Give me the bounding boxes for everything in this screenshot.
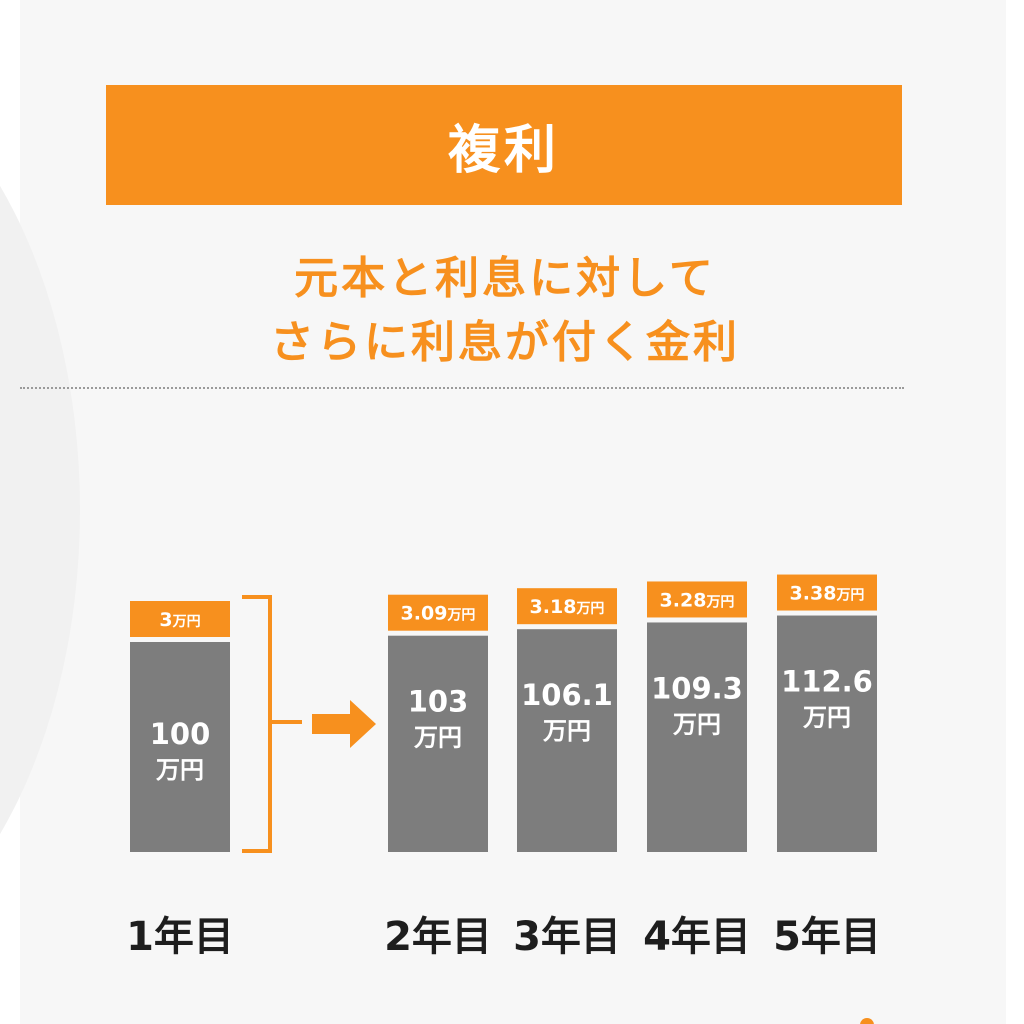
interest-box <box>777 574 877 611</box>
principal-unit-label: 万円 <box>414 724 462 752</box>
interest-box <box>130 601 230 637</box>
bracket-icon <box>242 595 302 853</box>
principal-unit-label: 万円 <box>543 717 591 745</box>
year-label: 5年目 <box>773 914 881 960</box>
interest-label: 3.28万円 <box>660 589 735 611</box>
principal-value-label: 112.6 <box>781 665 873 699</box>
year-label: 4年目 <box>643 914 751 960</box>
principal-unit-label: 万円 <box>673 710 721 738</box>
corner-decoration <box>860 1018 874 1024</box>
year-label: 3年目 <box>513 914 621 960</box>
principal-bar <box>647 622 747 852</box>
year-label: 1年目 <box>126 914 234 960</box>
principal-value-label: 103 <box>408 685 469 719</box>
subtitle-line-1: 元本と利息に対して <box>294 253 716 304</box>
interest-box <box>647 581 747 618</box>
principal-bar <box>388 635 488 852</box>
principal-value-label: 109.3 <box>651 671 743 705</box>
year-label: 2年目 <box>384 914 492 960</box>
principal-value-label: 106.1 <box>521 678 613 712</box>
interest-label: 3.38万円 <box>790 583 865 605</box>
principal-unit-label: 万円 <box>156 756 204 784</box>
interest-label: 3.18万円 <box>530 596 605 618</box>
principal-bar <box>517 629 617 852</box>
subtitle-line-2: さらに利息が付く金利 <box>270 317 740 368</box>
arrow-right-icon <box>312 700 376 748</box>
page-title: 複利 <box>447 120 560 181</box>
interest-box <box>388 594 488 631</box>
principal-unit-label: 万円 <box>803 704 851 732</box>
principal-value-label: 100 <box>150 717 211 751</box>
chart-marks: 3万円 100 万円 1年目 3.09万円 103 万円 2年目 3.18万円 106.1 万円 3年… <box>126 574 881 960</box>
dotted-divider <box>20 387 904 389</box>
interest-box <box>517 588 617 625</box>
interest-label: 3万円 <box>159 609 200 631</box>
interest-label: 3.09万円 <box>401 603 476 625</box>
principal-bar <box>130 642 230 852</box>
principal-bar <box>777 615 877 852</box>
title-banner: 複利 <box>106 85 902 205</box>
